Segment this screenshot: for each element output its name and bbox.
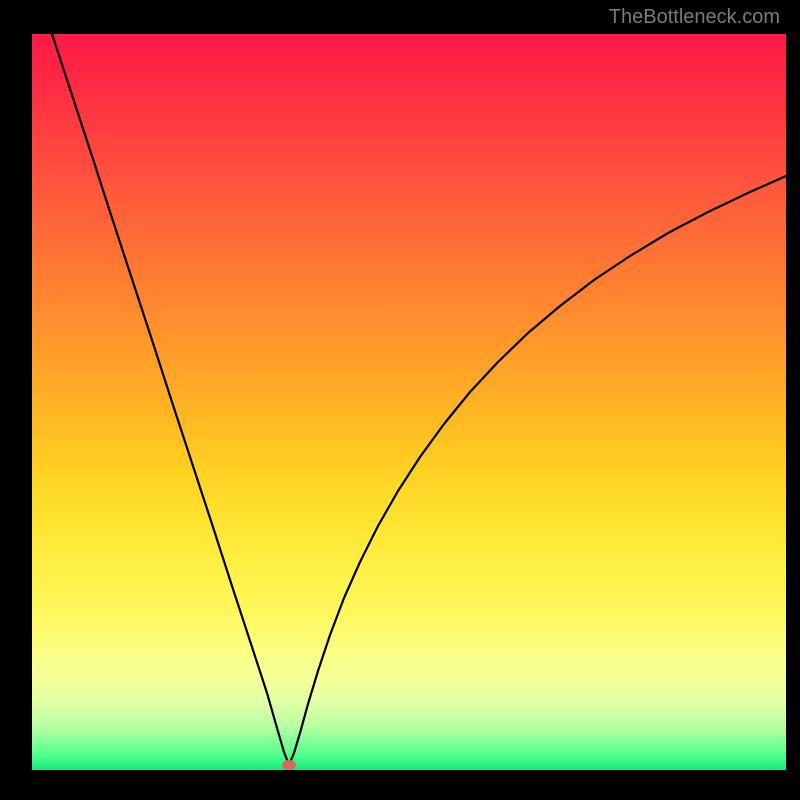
bottleneck-curve [52, 34, 786, 765]
minimum-marker [282, 760, 296, 770]
plot-area [32, 34, 786, 770]
bottleneck-chart: TheBottleneck.com [0, 0, 800, 800]
curve-layer [32, 34, 786, 770]
watermark-text: TheBottleneck.com [609, 6, 780, 29]
